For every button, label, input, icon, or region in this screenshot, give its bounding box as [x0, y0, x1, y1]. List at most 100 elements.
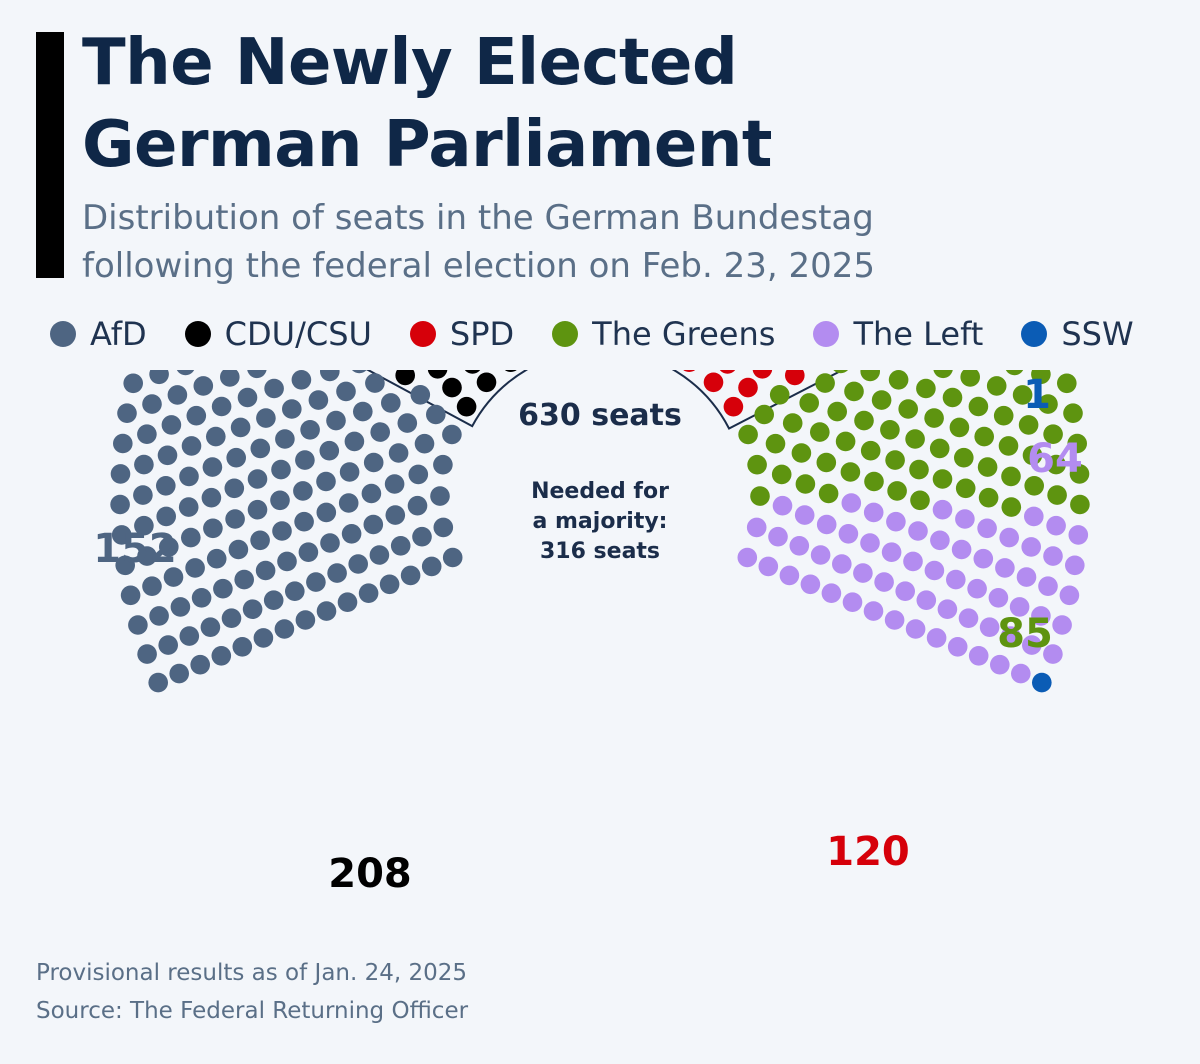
seat-afd [149, 606, 169, 626]
seat-the-greens [998, 436, 1019, 456]
seat-the-greens [754, 404, 774, 425]
seat-the-greens [747, 454, 767, 475]
legend-label: CDU/CSU [224, 315, 372, 353]
seat-the-greens [929, 438, 950, 459]
seat-the-left [841, 493, 862, 513]
seat-afd [339, 462, 360, 482]
seat-cdu-csu [464, 370, 481, 374]
seat-afd [275, 429, 295, 449]
seat-afd [133, 485, 153, 505]
seat-afd [344, 431, 365, 452]
seat-afd [179, 626, 200, 646]
seat-the-left [905, 619, 926, 639]
seat-afd [234, 569, 254, 590]
seat-the-greens [765, 433, 786, 454]
seat-afd [161, 415, 182, 435]
seat-the-left [1043, 644, 1063, 664]
legend-label: SSW [1061, 315, 1134, 353]
seat-afd [142, 394, 162, 414]
seat-afd [271, 459, 291, 480]
seat-the-greens [738, 424, 758, 445]
legend-item-spd: SPD [409, 315, 514, 353]
seat-the-left [1011, 663, 1031, 684]
seat-the-greens [977, 457, 998, 477]
seat-afd [228, 539, 249, 560]
seat-spd [723, 396, 744, 417]
seat-the-greens [816, 452, 837, 473]
seat-count-spd: 120 [826, 829, 910, 875]
chart-title: The Newly Elected German Parliament [82, 22, 802, 186]
seat-afd [410, 385, 431, 405]
seat-afd [341, 524, 362, 544]
seat-the-left [842, 592, 863, 612]
seat-afd [247, 469, 268, 489]
seat-the-left [1021, 537, 1041, 557]
seat-afd [326, 410, 346, 431]
seat-afd [181, 436, 202, 456]
seat-the-left [863, 601, 884, 621]
seat-afd [221, 608, 242, 628]
seat-afd [295, 610, 316, 630]
seat-the-greens [795, 474, 816, 494]
seat-afd [320, 370, 340, 382]
seat-the-left [946, 569, 966, 590]
seat-the-left [908, 521, 928, 541]
seat-afd [213, 578, 233, 599]
seat-count-afd: 152 [93, 526, 177, 572]
seat-the-left [916, 590, 937, 610]
seat-the-left [821, 583, 842, 603]
seat-the-left [947, 637, 968, 657]
seat-the-left [800, 574, 821, 595]
seat-the-left [930, 530, 950, 551]
seat-count-ssw: 1 [1023, 372, 1051, 418]
seat-the-greens [810, 422, 830, 442]
seat-the-greens [750, 486, 770, 506]
seat-afd [117, 403, 137, 423]
seat-the-greens [854, 410, 874, 431]
seat-afd [336, 381, 356, 402]
seat-the-left [886, 511, 906, 532]
seat-afd [274, 619, 295, 639]
majority-label-line-2: a majority: [533, 509, 668, 534]
seat-the-greens [968, 396, 989, 417]
seat-the-left [1016, 567, 1037, 587]
seat-the-greens [974, 426, 994, 447]
seat-afd [206, 548, 227, 569]
seat-the-left [977, 518, 997, 539]
seat-the-left [832, 554, 852, 574]
seat-afd [320, 533, 340, 553]
seat-cdu-csu [427, 370, 448, 379]
seat-afd [433, 454, 453, 475]
seat-the-greens [1067, 433, 1087, 454]
seat-afd [319, 440, 340, 461]
seat-afd [220, 370, 240, 387]
seat-the-greens [1070, 494, 1090, 515]
seat-the-left [895, 581, 915, 601]
seat-the-greens [1047, 485, 1067, 505]
seat-the-greens [815, 373, 835, 393]
seat-the-left [1000, 626, 1021, 646]
seat-the-left [926, 628, 947, 648]
seat-the-greens [1005, 370, 1024, 376]
legend-label: AfD [90, 315, 147, 353]
seat-afd [256, 408, 276, 428]
seat-afd [170, 597, 191, 617]
seat-spd [719, 370, 736, 374]
seat-the-greens [910, 490, 930, 511]
seat-afd [156, 506, 176, 527]
seat-the-left [1043, 546, 1063, 566]
seat-cdu-csu [504, 370, 517, 372]
footnote: Provisional results as of Jan. 24, 2025 [36, 960, 468, 986]
seat-the-greens [932, 469, 953, 489]
seat-afd [169, 663, 189, 684]
majority-label-line-3: 316 seats [540, 539, 660, 564]
legend: AfD CDU/CSU SPD The Greens The Left SSW [50, 312, 1172, 356]
legend-label: The Greens [592, 315, 776, 353]
seat-the-left [973, 548, 994, 569]
seat-the-greens [864, 471, 884, 492]
seat-the-greens [1057, 373, 1077, 394]
seat-afd [185, 558, 205, 578]
seat-afd [293, 481, 313, 501]
seat-the-left [746, 517, 767, 538]
seat-count-cdu-csu: 208 [328, 851, 412, 897]
